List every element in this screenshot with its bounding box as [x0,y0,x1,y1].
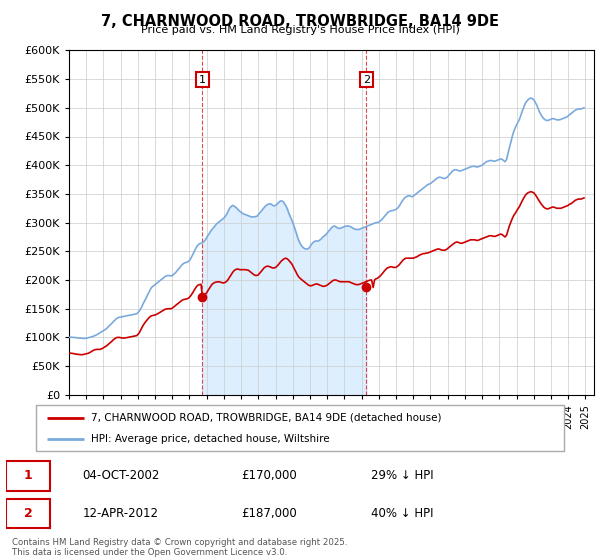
FancyBboxPatch shape [36,405,564,451]
FancyBboxPatch shape [6,461,50,491]
Text: 04-OCT-2002: 04-OCT-2002 [82,469,160,482]
FancyBboxPatch shape [6,498,50,528]
Text: Price paid vs. HM Land Registry's House Price Index (HPI): Price paid vs. HM Land Registry's House … [140,25,460,35]
Text: 29% ↓ HPI: 29% ↓ HPI [371,469,433,482]
Text: 7, CHARNWOOD ROAD, TROWBRIDGE, BA14 9DE: 7, CHARNWOOD ROAD, TROWBRIDGE, BA14 9DE [101,14,499,29]
Text: 12-APR-2012: 12-APR-2012 [82,507,158,520]
Text: £187,000: £187,000 [241,507,297,520]
Text: 7, CHARNWOOD ROAD, TROWBRIDGE, BA14 9DE (detached house): 7, CHARNWOOD ROAD, TROWBRIDGE, BA14 9DE … [91,413,442,423]
Text: HPI: Average price, detached house, Wiltshire: HPI: Average price, detached house, Wilt… [91,435,330,444]
Text: 1: 1 [23,469,32,482]
Text: 40% ↓ HPI: 40% ↓ HPI [371,507,433,520]
Text: Contains HM Land Registry data © Crown copyright and database right 2025.
This d: Contains HM Land Registry data © Crown c… [12,538,347,557]
Text: 2: 2 [363,74,370,85]
Text: 1: 1 [199,74,206,85]
Text: £170,000: £170,000 [241,469,297,482]
Text: 2: 2 [23,507,32,520]
